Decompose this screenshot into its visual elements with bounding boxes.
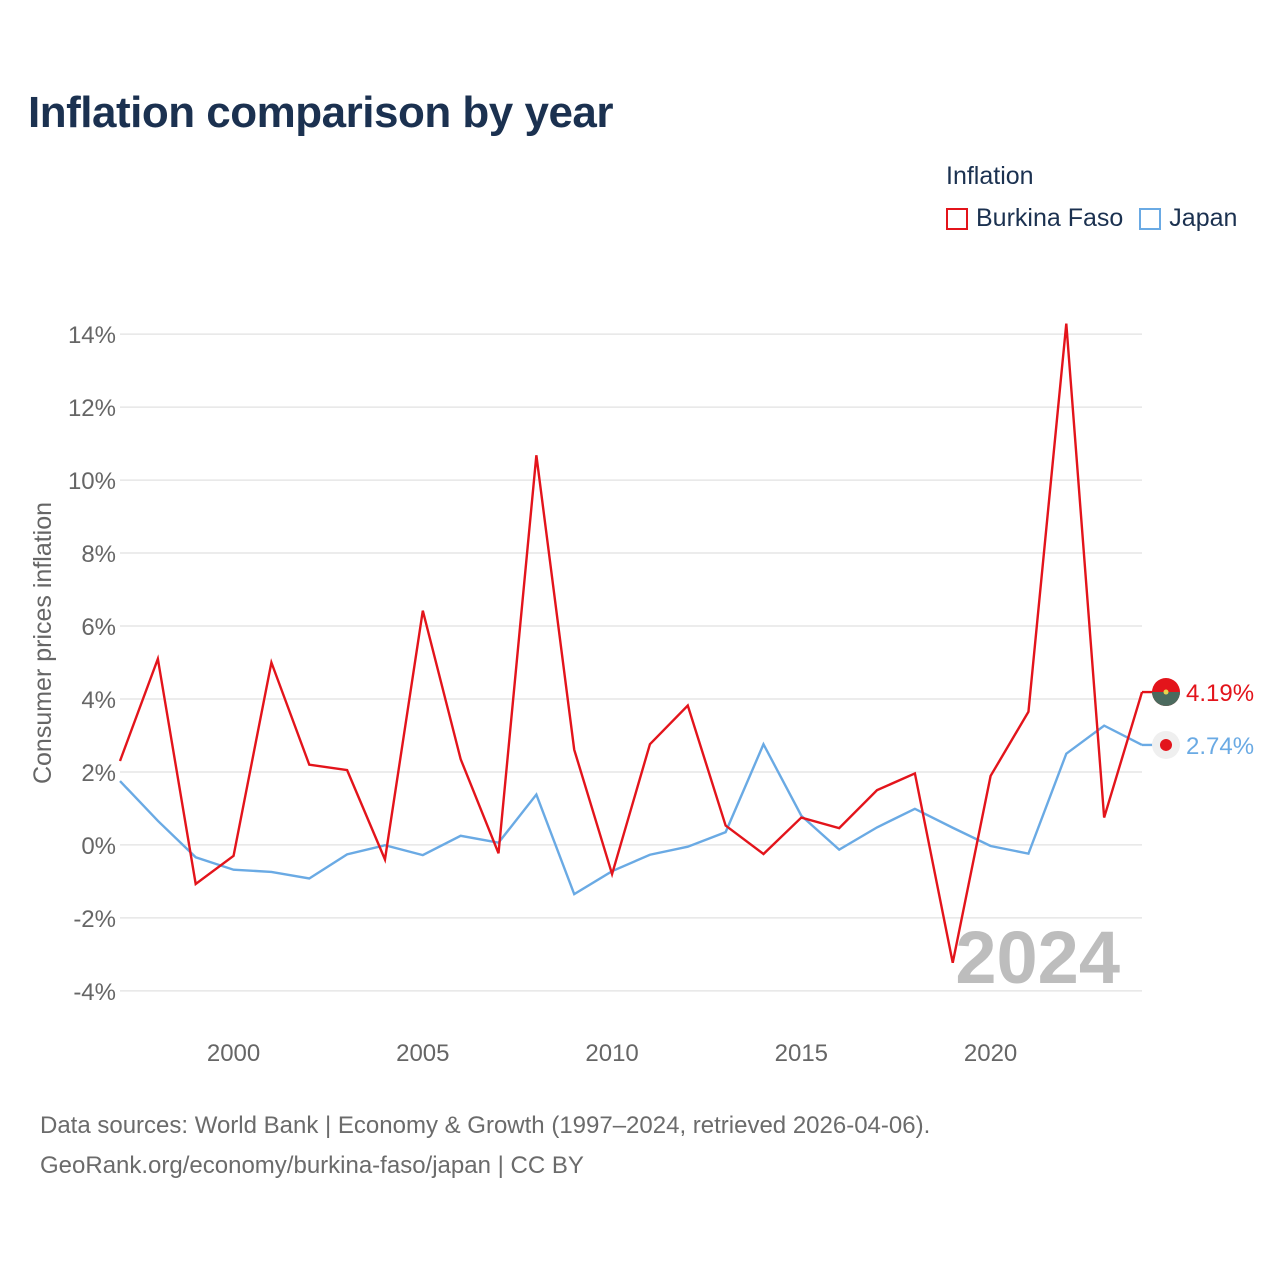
footer: Data sources: World Bank | Economy & Gro… [40, 1106, 930, 1186]
legend-item-burkina-faso[interactable]: Burkina Faso [946, 204, 1123, 233]
legend-label-burkina-faso: Burkina Faso [976, 204, 1124, 232]
legend-swatch-burkina-faso [946, 207, 968, 230]
y-tick-label: 6% [81, 614, 116, 641]
series-line-burkina-faso [118, 323, 1144, 963]
x-tick-label: 2020 [964, 1040, 1017, 1067]
end-marker-star-burkina-faso [1163, 689, 1169, 695]
y-tick-label: 12% [68, 395, 116, 422]
series-lines [118, 323, 1144, 963]
legend-item-japan[interactable]: Japan [1139, 204, 1237, 233]
x-axis-ticks: 2000 2005 2010 2015 2020 [207, 1040, 1017, 1067]
end-marker-flag-burkina-faso [1152, 692, 1181, 707]
series-end-markers: 2.74% 4.19% [1142, 678, 1254, 760]
legend-label-japan: Japan [1169, 204, 1238, 232]
y-tick-label: 4% [81, 687, 116, 714]
y-tick-label: 10% [68, 468, 116, 495]
legend: Burkina Faso Japan [946, 204, 1253, 233]
end-value-label-burkina-faso: 4.19% [1186, 680, 1254, 707]
y-tick-label: -4% [73, 979, 116, 1006]
legend-title: Inflation [946, 162, 1034, 190]
y-tick-label: 0% [81, 833, 116, 860]
y-axis-ticks: -4% -2% 0% 2% 4% 6% 8% 10% 12% 14% [68, 322, 116, 1006]
footer-link[interactable]: GeoRank.org/economy/burkina-faso/japan |… [40, 1152, 584, 1179]
gridlines [120, 333, 1142, 992]
y-tick-label: 8% [81, 541, 116, 568]
end-marker-dot-japan [1160, 738, 1172, 751]
x-tick-label: 2015 [775, 1040, 828, 1067]
footer-source: Data sources: World Bank | Economy & Gro… [40, 1112, 931, 1139]
x-tick-label: 2000 [207, 1040, 260, 1067]
legend-swatch-japan [1139, 207, 1162, 230]
end-value-label-japan: 2.74% [1186, 733, 1254, 760]
line-chart: -4%-2%0%2%4%6%8%10%12%14% 2000 2005 2010 20… [29, 322, 1254, 1067]
y-tick-label: -2% [73, 906, 116, 933]
x-tick-label: 2010 [585, 1040, 638, 1067]
x-tick-label: 2005 [396, 1040, 449, 1067]
year-watermark: 2024 [955, 916, 1120, 999]
y-tick-label: 2% [81, 760, 116, 787]
chart-title: Inflation comparison by year [28, 88, 614, 137]
series-line-japan [119, 724, 1143, 896]
y-axis-label: Consumer prices inflation [29, 502, 57, 784]
y-tick-label: 14% [68, 322, 116, 349]
